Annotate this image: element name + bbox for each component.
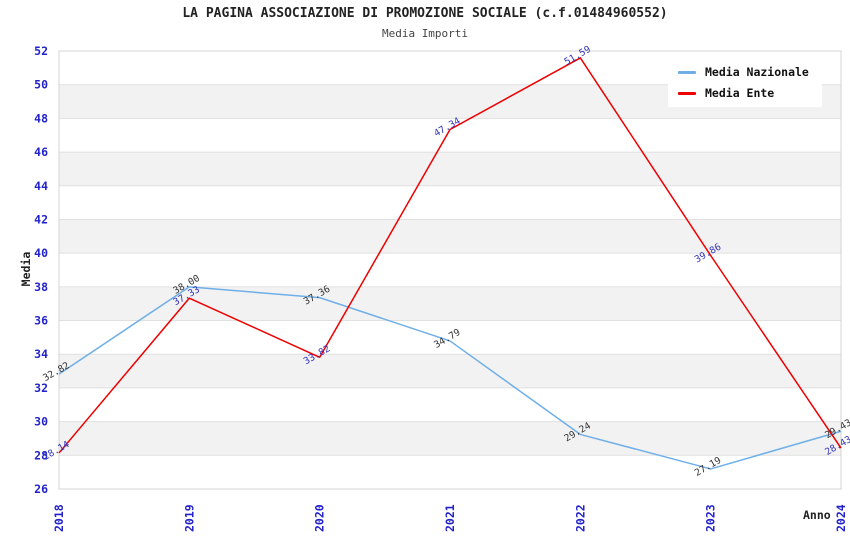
svg-text:44: 44 [34,179,48,193]
chart-title: LA PAGINA ASSOCIAZIONE DI PROMOZIONE SOC… [182,6,668,21]
svg-text:36: 36 [34,314,48,328]
svg-text:26: 26 [34,482,48,496]
svg-text:38: 38 [34,280,48,294]
y-tick-labels: 26 28 30 32 34 36 38 40 42 44 46 48 50 52 [34,44,48,496]
line-swatch-icon [678,91,696,95]
svg-text:32: 32 [34,381,48,395]
svg-text:51.59: 51.59 [563,44,594,68]
legend: Media Nazionale Media Ente [668,58,822,107]
svg-text:28: 28 [34,448,48,462]
plot-bands [59,84,841,456]
svg-text:52: 52 [34,44,48,58]
svg-text:2024: 2024 [834,504,848,532]
series-line-media-nazionale [58,286,842,470]
svg-text:50: 50 [34,78,48,92]
svg-text:2018: 2018 [52,504,66,532]
series-line-media-ente [58,57,842,454]
svg-text:42: 42 [34,212,48,226]
svg-text:34: 34 [34,347,48,361]
chart-subtitle: Media Importi [381,27,469,40]
plot-border [58,50,842,490]
svg-text:2021: 2021 [443,504,457,532]
svg-text:40: 40 [34,246,48,260]
line-swatch-icon [678,70,696,74]
svg-text:28.14: 28.14 [41,439,72,463]
svg-text:30: 30 [34,415,48,429]
svg-text:2022: 2022 [573,504,587,532]
svg-text:46: 46 [34,145,48,159]
svg-text:47.34: 47.34 [432,115,463,139]
y-axis-title: Media [19,251,33,287]
legend-item-media-nazionale: Media Nazionale [678,65,822,79]
legend-label: Media Ente [705,86,775,100]
svg-text:2023: 2023 [704,504,718,532]
svg-text:2019: 2019 [182,504,196,532]
svg-text:2020: 2020 [313,504,327,532]
svg-text:27.19: 27.19 [693,455,724,479]
legend-item-media-ente: Media Ente [678,86,822,100]
x-tick-labels: 2018 2019 2020 2021 2022 2023 2024 [52,504,848,532]
svg-text:48: 48 [34,111,48,125]
x-axis-title: Anno [803,508,831,522]
legend-label: Media Nazionale [705,65,809,79]
